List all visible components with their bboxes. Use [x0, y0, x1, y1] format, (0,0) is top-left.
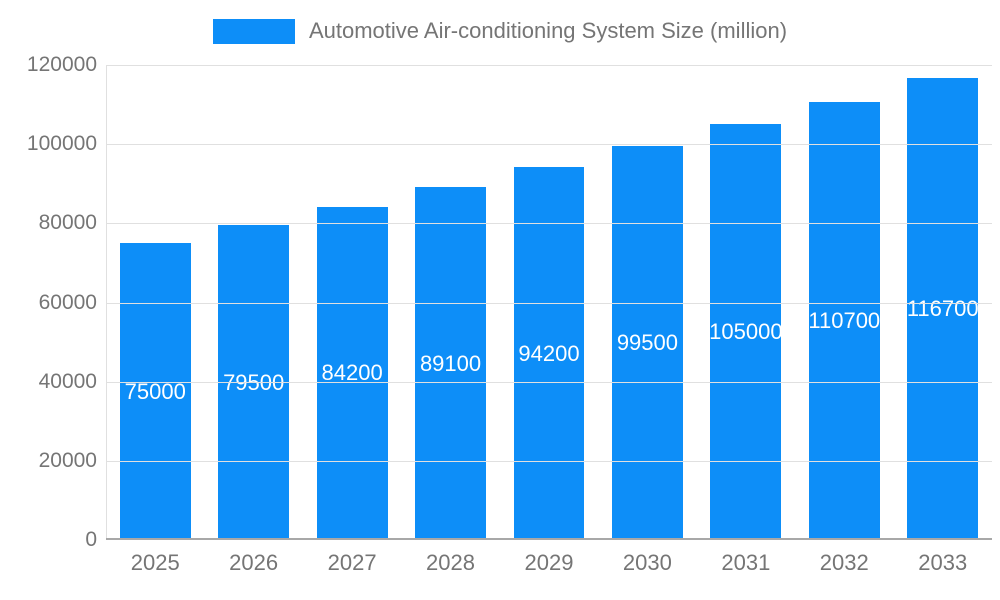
- bar-value-label: 116700: [906, 296, 979, 322]
- gridline: [106, 460, 992, 462]
- bar-value-label: 105000: [709, 319, 783, 345]
- x-tick-label: 2032: [819, 550, 869, 575]
- y-tick-label: 40000: [38, 369, 97, 393]
- bar-value-label: 94200: [518, 340, 580, 366]
- bar: 89100: [415, 187, 486, 540]
- bars-container: 75000 79500 84200 89100 94200 99500 105000 1107…: [106, 65, 992, 540]
- bar-slot: 99500: [598, 65, 696, 540]
- bar-value-label: 99500: [616, 330, 678, 356]
- bar-value-label: 84200: [321, 360, 383, 386]
- gridline: [106, 381, 992, 383]
- bar: 99500: [611, 146, 683, 540]
- bar: 110700: [808, 101, 881, 540]
- bar-value-label: 75000: [124, 378, 186, 404]
- bar-value-label: 110700: [808, 307, 881, 333]
- gridline: [106, 223, 992, 225]
- bar-slot: 116700: [894, 65, 992, 540]
- x-tick-label: 2033: [918, 550, 968, 575]
- legend-swatch: [212, 18, 295, 44]
- x-tick-label: 2030: [622, 550, 672, 575]
- y-tick-label: 0: [85, 528, 97, 551]
- y-tick-label: 120000: [26, 53, 97, 76]
- y-tick-label: 20000: [38, 448, 97, 472]
- bar: 84200: [316, 206, 388, 540]
- x-tick-label: 2026: [229, 550, 279, 575]
- bar-slot: 110700: [795, 65, 893, 540]
- bar: 105000: [709, 124, 783, 540]
- legend: Automotive Air-conditioning System Size …: [0, 18, 1000, 44]
- plot-area: 75000 79500 84200 89100 94200 99500 105000 1107…: [106, 65, 992, 540]
- x-axis: 2025 2026 2027 2028 2029 2030 2031 2032 2033: [106, 550, 992, 576]
- bar: 116700: [906, 78, 979, 540]
- x-tick-label: 2031: [721, 550, 771, 575]
- bar: 94200: [513, 167, 585, 540]
- chart-title: Automotive Air-conditioning System Size …: [308, 18, 788, 43]
- y-tick-label: 100000: [26, 132, 97, 156]
- x-tick-label: 2025: [130, 550, 180, 575]
- gridline: [106, 302, 992, 304]
- y-axis: 0 20000 40000 60000 80000 100000 120000: [0, 53, 97, 551]
- x-axis-line: [106, 538, 992, 540]
- bar-value-label: 89100: [419, 350, 482, 376]
- y-tick-label: 80000: [38, 211, 97, 235]
- x-tick-label: 2029: [524, 550, 574, 575]
- bar-slot: 75000: [106, 65, 204, 540]
- y-tick-label: 60000: [38, 290, 97, 314]
- bar-slot: 84200: [303, 65, 401, 540]
- bar-slot: 105000: [697, 65, 795, 540]
- x-tick-label: 2027: [327, 550, 377, 575]
- x-tick-label: 2028: [426, 550, 475, 575]
- bar-slot: 94200: [500, 65, 598, 540]
- gridline: [106, 144, 992, 146]
- bar: 75000: [119, 243, 191, 540]
- bar-slot: 89100: [401, 65, 499, 540]
- gridline: [106, 65, 992, 66]
